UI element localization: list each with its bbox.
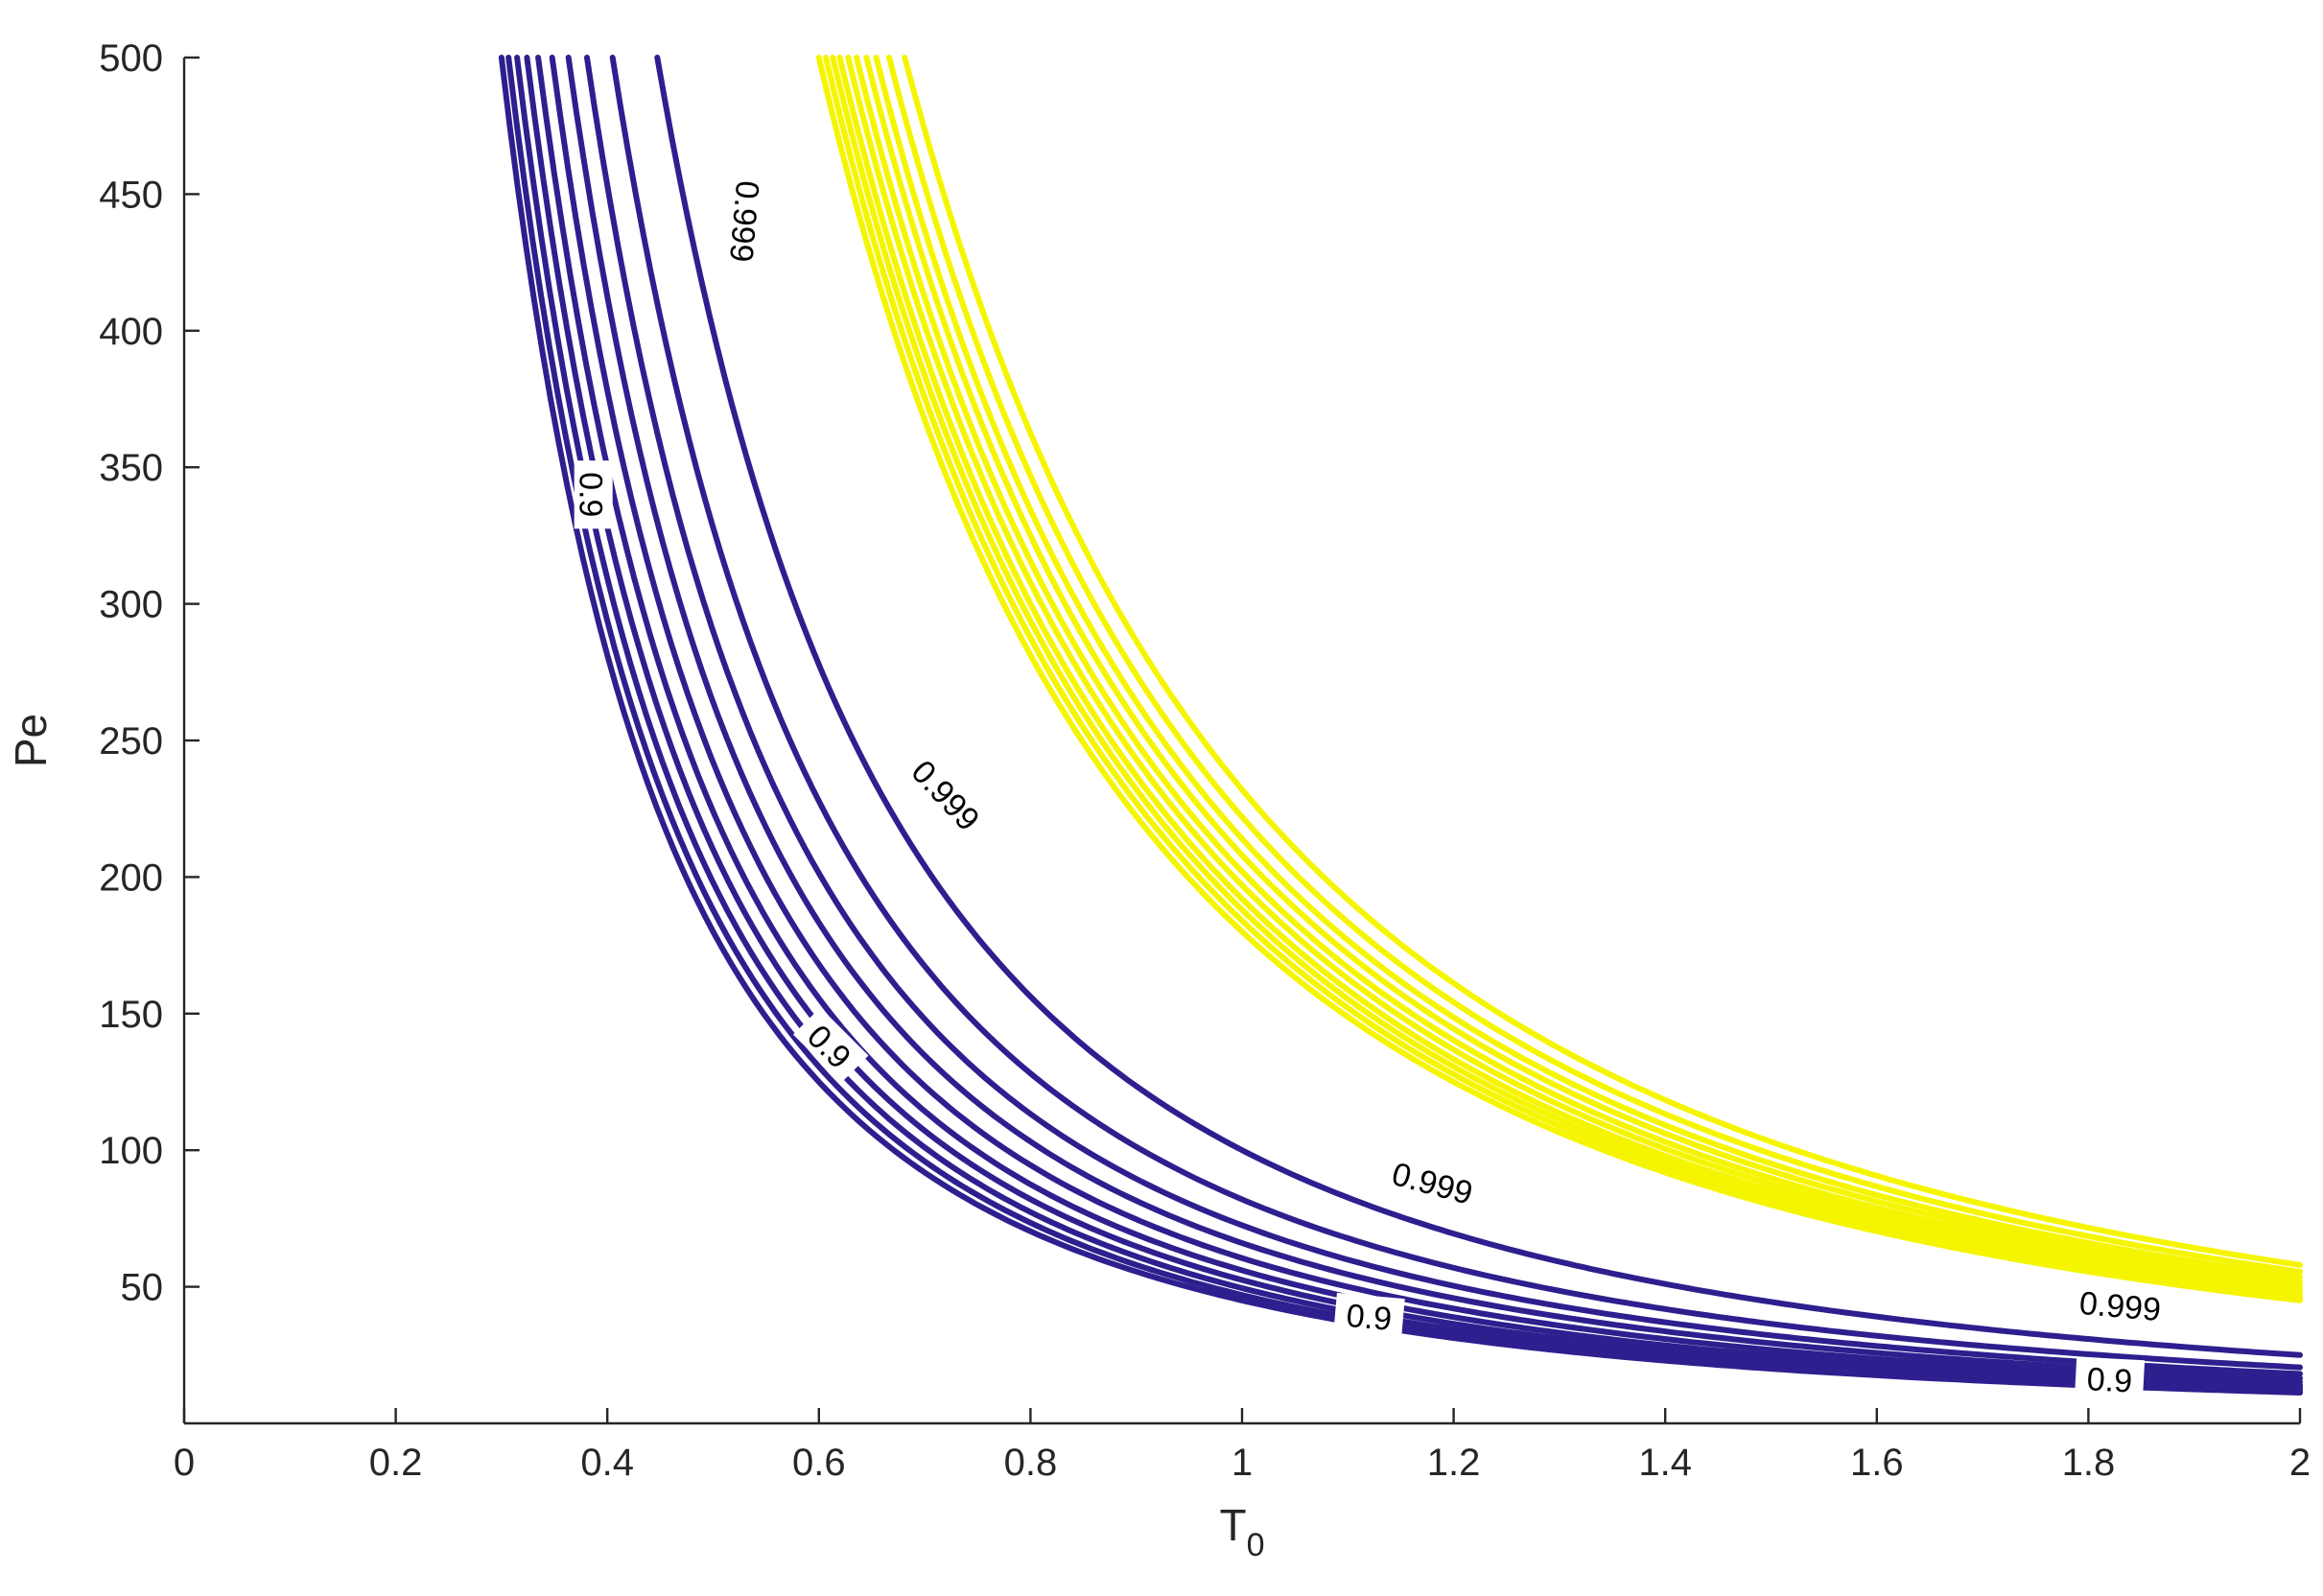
contour-line-high [815, 55, 2303, 1303]
y-ticks: 50 100 150 200 250 300 350 400 450 500 [99, 37, 199, 1309]
x-axis-title-subscript: 0 [1247, 1527, 1265, 1563]
x-tick-label: 0.8 [1004, 1442, 1058, 1484]
y-tick-label: 350 [99, 447, 163, 489]
contour-label-background [1333, 1292, 1405, 1337]
x-tick-label: 0.2 [369, 1442, 423, 1484]
contour-line-low [584, 55, 2303, 1377]
contour-label-background [792, 1007, 869, 1083]
x-tick-label: 0.4 [580, 1442, 634, 1484]
contour-label-text: 0.999 [2077, 1285, 2162, 1328]
contour-line-high [873, 55, 2303, 1280]
contour-label-background [574, 460, 613, 529]
y-tick-label: 300 [99, 584, 163, 626]
x-tick-label: 1.6 [1850, 1442, 1904, 1484]
y-tick-label: 100 [99, 1130, 163, 1172]
x-tick-label: 2 [2289, 1442, 2311, 1484]
x-tick-label: 1.2 [1427, 1442, 1481, 1484]
contour-line-high [863, 55, 2303, 1284]
contour-label-text: 0.9 [1345, 1298, 1393, 1338]
y-tick-label: 400 [99, 311, 163, 353]
contour-line-high [886, 55, 2303, 1275]
contour-label: 0.999 [897, 742, 997, 846]
x-axis-title: T0 [1219, 1500, 1264, 1563]
contour-line-high [823, 55, 2303, 1301]
x-tick-label: 0 [174, 1442, 195, 1484]
y-tick-label: 150 [99, 994, 163, 1036]
contour-line-low [565, 55, 2303, 1381]
contour-line-low [549, 55, 2303, 1385]
contour-label: 0.999 [722, 168, 771, 276]
contour-label: 0.9 [573, 460, 613, 529]
contour-line-low [535, 55, 2303, 1389]
x-ticks: 0 0.2 0.4 0.6 0.8 1 1.2 1.4 1.6 1.8 2 [174, 1408, 2311, 1484]
contour-label-text: 0.999 [1388, 1156, 1476, 1212]
contour-line-high [836, 55, 2303, 1296]
x-tick-label: 1 [1232, 1442, 1253, 1484]
y-tick-label: 500 [99, 37, 163, 80]
y-axis-title: Pe [6, 714, 56, 767]
contour-label: 0.9 [2075, 1356, 2146, 1400]
y-tick-label: 450 [99, 174, 163, 216]
contour-label-text: 0.9 [2086, 1361, 2133, 1399]
x-tick-label: 1.4 [1638, 1442, 1692, 1484]
contour-label: 0.9 [1333, 1292, 1405, 1338]
y-tick-label: 200 [99, 857, 163, 899]
contour-line-high [830, 55, 2303, 1299]
contour-line-low [654, 55, 2303, 1358]
x-tick-label: 1.8 [2062, 1442, 2116, 1484]
contour-label-background [1377, 1149, 1489, 1213]
contour-label-text: 0.999 [722, 179, 765, 264]
contour-label: 0.999 [2066, 1279, 2174, 1328]
contour-lines [498, 55, 2303, 1396]
contour-label-background [2075, 1356, 2146, 1399]
contour-label-text: 0.9 [573, 472, 609, 517]
y-tick-label: 50 [121, 1267, 164, 1309]
contour-line-high [845, 55, 2303, 1292]
contour-label-background [897, 742, 997, 846]
x-axis-title-base: T [1219, 1500, 1246, 1550]
contour-line-high [902, 55, 2303, 1268]
contour-label-background [722, 168, 771, 276]
contour-line-high [854, 55, 2303, 1289]
x-tick-label: 0.6 [792, 1442, 846, 1484]
y-tick-label: 250 [99, 720, 163, 763]
contour-label-background [2066, 1279, 2174, 1328]
contour-line-low [609, 55, 2303, 1371]
contour-label: 0.999 [1377, 1149, 1489, 1213]
